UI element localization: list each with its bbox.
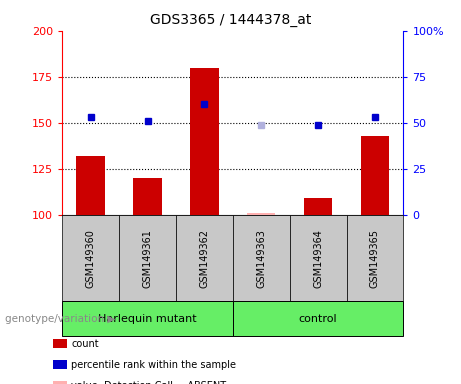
Bar xyxy=(190,68,219,215)
Text: GDS3365 / 1444378_at: GDS3365 / 1444378_at xyxy=(150,13,311,27)
Text: GSM149362: GSM149362 xyxy=(199,229,209,288)
Bar xyxy=(247,213,276,215)
Bar xyxy=(304,199,332,215)
Text: GSM149365: GSM149365 xyxy=(370,229,380,288)
Text: count: count xyxy=(71,339,99,349)
Bar xyxy=(77,156,105,215)
Text: Harlequin mutant: Harlequin mutant xyxy=(98,314,197,324)
Text: control: control xyxy=(299,314,337,324)
Text: GSM149360: GSM149360 xyxy=(86,229,96,288)
Text: genotype/variation ▶: genotype/variation ▶ xyxy=(5,314,115,324)
Bar xyxy=(361,136,389,215)
Text: GSM149361: GSM149361 xyxy=(142,229,153,288)
Text: value, Detection Call = ABSENT: value, Detection Call = ABSENT xyxy=(71,381,226,384)
Text: percentile rank within the sample: percentile rank within the sample xyxy=(71,360,236,370)
Text: GSM149363: GSM149363 xyxy=(256,229,266,288)
Bar xyxy=(133,178,162,215)
Text: GSM149364: GSM149364 xyxy=(313,229,323,288)
